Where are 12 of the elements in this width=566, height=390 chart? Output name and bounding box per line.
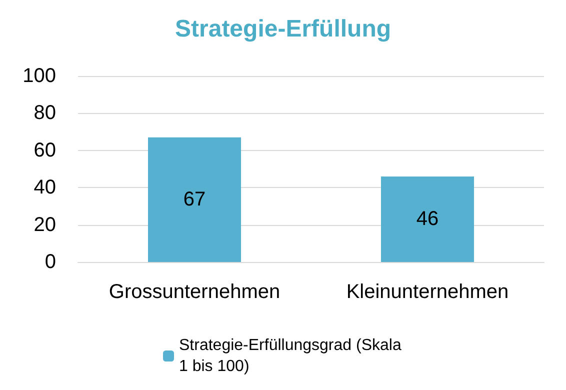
legend-label: Strategie-Erfüllungsgrad (Skala 1 bis 100) xyxy=(179,337,406,375)
data-label: 67 xyxy=(183,188,206,211)
y-tick-label: 60 xyxy=(34,139,56,162)
y-tick-label: 0 xyxy=(44,251,56,273)
x-tick-label: Kleinunternehmen xyxy=(346,281,509,303)
chart-title: Strategie-Erfüllung xyxy=(174,16,392,42)
y-tick-label: 100 xyxy=(22,65,56,87)
y-tick-label: 80 xyxy=(34,102,56,124)
data-label: 46 xyxy=(416,208,439,230)
y-tick-label: 40 xyxy=(34,176,56,199)
y-tick-label: 20 xyxy=(34,214,56,236)
x-tick-label: Grossunternehmen xyxy=(108,281,280,303)
